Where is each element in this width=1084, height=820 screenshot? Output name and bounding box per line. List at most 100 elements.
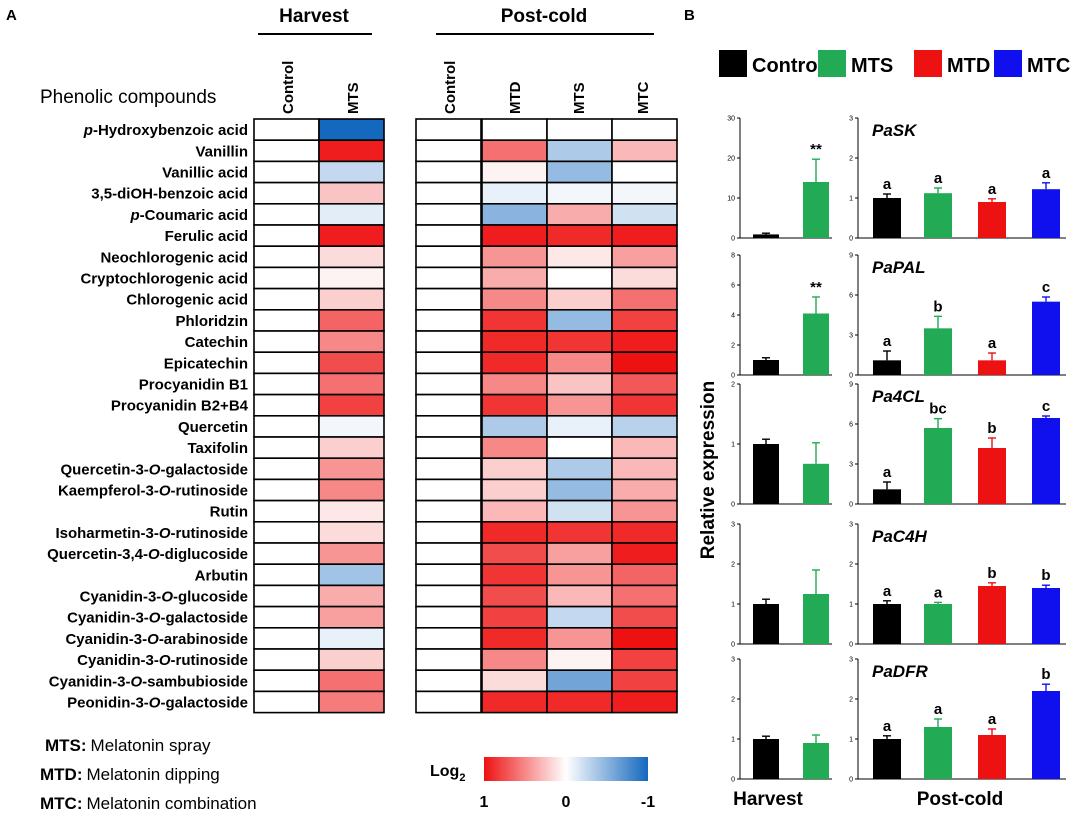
pa4cl-postcold-ytick-label: 3 [849,462,853,469]
heatmap-row-label-part: -rutinoside [171,652,249,669]
pask-postcold-ytick-label: 2 [849,156,853,163]
heatmap-cell-cyanidin-3-o-glucoside-post-cold-control [415,584,482,608]
heatmap-row-label-part: -galactoside [160,461,248,478]
heatmap-group-harvest: Harvest [279,6,349,27]
heatmap-cell-peonidin-3-o-galactoside-harvest-mts [318,690,385,714]
heatmap-col-harvest-control: Control [280,61,297,114]
heatmap-row-label-part: O [159,483,171,500]
heatmap-cell-quercetin-3-o-galactoside-harvest-control [253,457,320,481]
heatmap-row-label-part: Chlorogenic acid [126,292,248,309]
heatmap-cell-neochlorogenic-acid-post-cold-mtc [611,245,678,269]
heatmap-row-label-part: O [148,546,160,563]
heatmap-cell-quercetin-3-o-galactoside-post-cold-control [415,457,482,481]
heatmap-row-label-cyanidin-3-o-rutinoside: Cyanidin-3-O-rutinoside [77,652,248,669]
pask-postcold-bar-mts [924,193,952,238]
legend-label-control: Control [752,55,823,77]
heatmap-row-label-part: Cryptochlorogenic acid [80,271,248,288]
heatmap-cell-3-5-dioh-benzoic-acid-harvest-mts [318,181,385,205]
heatmap-cell-rutin-post-cold-mtc [611,499,678,523]
heatmap-row-label-part: Cyanidin-3- [65,631,147,648]
pa4cl-postcold-bar-mtc [1032,418,1060,504]
heatmap-cell-taxifolin-post-cold-mtc [611,436,678,460]
heatmap-row-label-quercetin: Quercetin [178,419,248,436]
heatmap-cell-cyanidin-3-o-rutinoside-post-cold-control [415,648,482,672]
heatmap-row-label-part: Neochlorogenic acid [100,249,248,266]
heatmap-cell-taxifolin-post-cold-mts [546,436,613,460]
heatmap-cell-cyanidin-3-o-sambubioside-post-cold-mtd [481,669,548,693]
padfr-postcold-sig-label-mtd: a [988,711,997,728]
heatmap-cell-procyanidin-b1-harvest-mts [318,372,385,396]
pa4cl-postcold-bar-control [873,489,901,504]
abbreviation-mts: MTS: Melatonin spray [45,736,211,755]
legend-swatch-mts [818,50,846,77]
heatmap-cell-taxifolin-harvest-mts [318,436,385,460]
heatmap-cell-rutin-harvest-mts [318,499,385,523]
heatmap-cell-peonidin-3-o-galactoside-post-cold-control [415,690,482,714]
padfr-postcold-bar-mtc [1032,691,1060,779]
heatmap-row-label-part: Cyanidin-3- [77,652,159,669]
heatmap-cell-rutin-post-cold-mts [546,499,613,523]
heatmap-cell-procyanidin-b1-post-cold-mtd [481,372,548,396]
heatmap-cell-cyanidin-3-o-rutinoside-post-cold-mtd [481,648,548,672]
heatmap-cell-kaempferol-3-o-rutinoside-post-cold-mtc [611,478,678,502]
heatmap-col-postcold-mts: MTS [571,82,588,114]
pa4cl-postcold-bar-mts [924,428,952,504]
heatmap-cell-quercetin-3-4-o-diglucoside-post-cold-mtc [611,542,678,566]
pa4cl-harvest-ytick-label: 1 [731,442,735,449]
heatmap-cell-vanillin-post-cold-mtd [481,139,548,163]
pa4cl-postcold-ytick-label: 9 [849,382,853,389]
heatmap-cell-catechin-post-cold-mts [546,330,613,354]
heatmap-cell-phloridzin-post-cold-mts [546,308,613,332]
padfr-postcold-sig-label-control: a [883,718,892,735]
heatmap-row-label-part: O [159,652,171,669]
heatmap-cell-cyanidin-3-o-arabinoside-harvest-control [253,626,320,650]
heatmap-cell-procyanidin-b2-b4-post-cold-mtc [611,393,678,417]
pac4h-postcold-ytick-label: 1 [849,602,853,609]
heatmap-cell-cyanidin-3-o-arabinoside-post-cold-mts [546,626,613,650]
heatmap-col-harvest-mts: MTS [345,82,362,114]
padfr-harvest-bar-control [753,739,779,779]
heatmap-row-label-arbutin: Arbutin [195,567,248,584]
pac4h-postcold-ytick-label: 3 [849,522,853,529]
heatmap-cell-ferulic-acid-post-cold-control [415,224,482,248]
heatmap-cell-quercetin-3-4-o-diglucoside-post-cold-mts [546,542,613,566]
heatmap-cell-epicatechin-post-cold-mts [546,351,613,375]
heatmap-row-label-part: 3,5-diOH-benzoic acid [91,186,248,203]
padfr-postcold-sig-label-mts: a [934,701,943,718]
pac4h-postcold-bar-control [873,604,901,644]
heatmap-cell-kaempferol-3-o-rutinoside-harvest-control [253,478,320,502]
heatmap-cell-cryptochlorogenic-acid-post-cold-mts [546,266,613,290]
heatmap-cell-cryptochlorogenic-acid-post-cold-mtc [611,266,678,290]
heatmap-cell-peonidin-3-o-galactoside-post-cold-mts [546,690,613,714]
heatmap-cell-arbutin-post-cold-mtd [481,563,548,587]
heatmap-cell-p-hydroxybenzoic-acid-post-cold-mtc [611,118,678,142]
heatmap-cell-catechin-post-cold-mtc [611,330,678,354]
heatmap-cell-quercetin-3-o-galactoside-post-cold-mtd [481,457,548,481]
heatmap-row-label-p-hydroxybenzoic-acid: p-Hydroxybenzoic acid [83,122,248,139]
heatmap-row-label-rutin: Rutin [210,504,248,521]
pac4h-harvest-bar-control [753,604,779,644]
gene-name-pa4cl: Pa4CL [872,387,925,406]
colorbar-tick-high: 1 [480,794,489,811]
pac4h-postcold-bar-mtd [978,586,1006,644]
heatmap-cell-procyanidin-b1-post-cold-mtc [611,372,678,396]
heatmap-row-label-part: Epicatechin [164,355,248,372]
pa4cl-postcold-ytick-label: 6 [849,422,853,429]
papal-postcold-sig-label-control: a [883,333,892,350]
heatmap-col-postcold-control: Control [442,61,459,114]
heatmap-row-label-part: -Coumaric acid [140,207,248,224]
pac4h-harvest-ytick-label: 1 [731,602,735,609]
heatmap-cell-chlorogenic-acid-post-cold-control [415,287,482,311]
heatmap-row-label-quercetin-3-o-galactoside: Quercetin-3-O-galactoside [60,461,248,478]
colorbar-tick-low: -1 [641,794,655,811]
heatmap-row-label-cyanidin-3-o-glucoside: Cyanidin-3-O-glucoside [80,589,248,606]
heatmap-cell-p-coumaric-acid-harvest-control [253,203,320,226]
heatmap-cell-epicatechin-post-cold-control [415,351,482,375]
pa4cl-harvest-bar-control [753,444,779,504]
papal-postcold-bar-mtc [1032,301,1060,375]
heatmap-cell-chlorogenic-acid-post-cold-mts [546,287,613,311]
heatmap-cell-cyanidin-3-o-sambubioside-post-cold-mtc [611,669,678,693]
heatmap-row-label-part: Quercetin [178,419,248,436]
